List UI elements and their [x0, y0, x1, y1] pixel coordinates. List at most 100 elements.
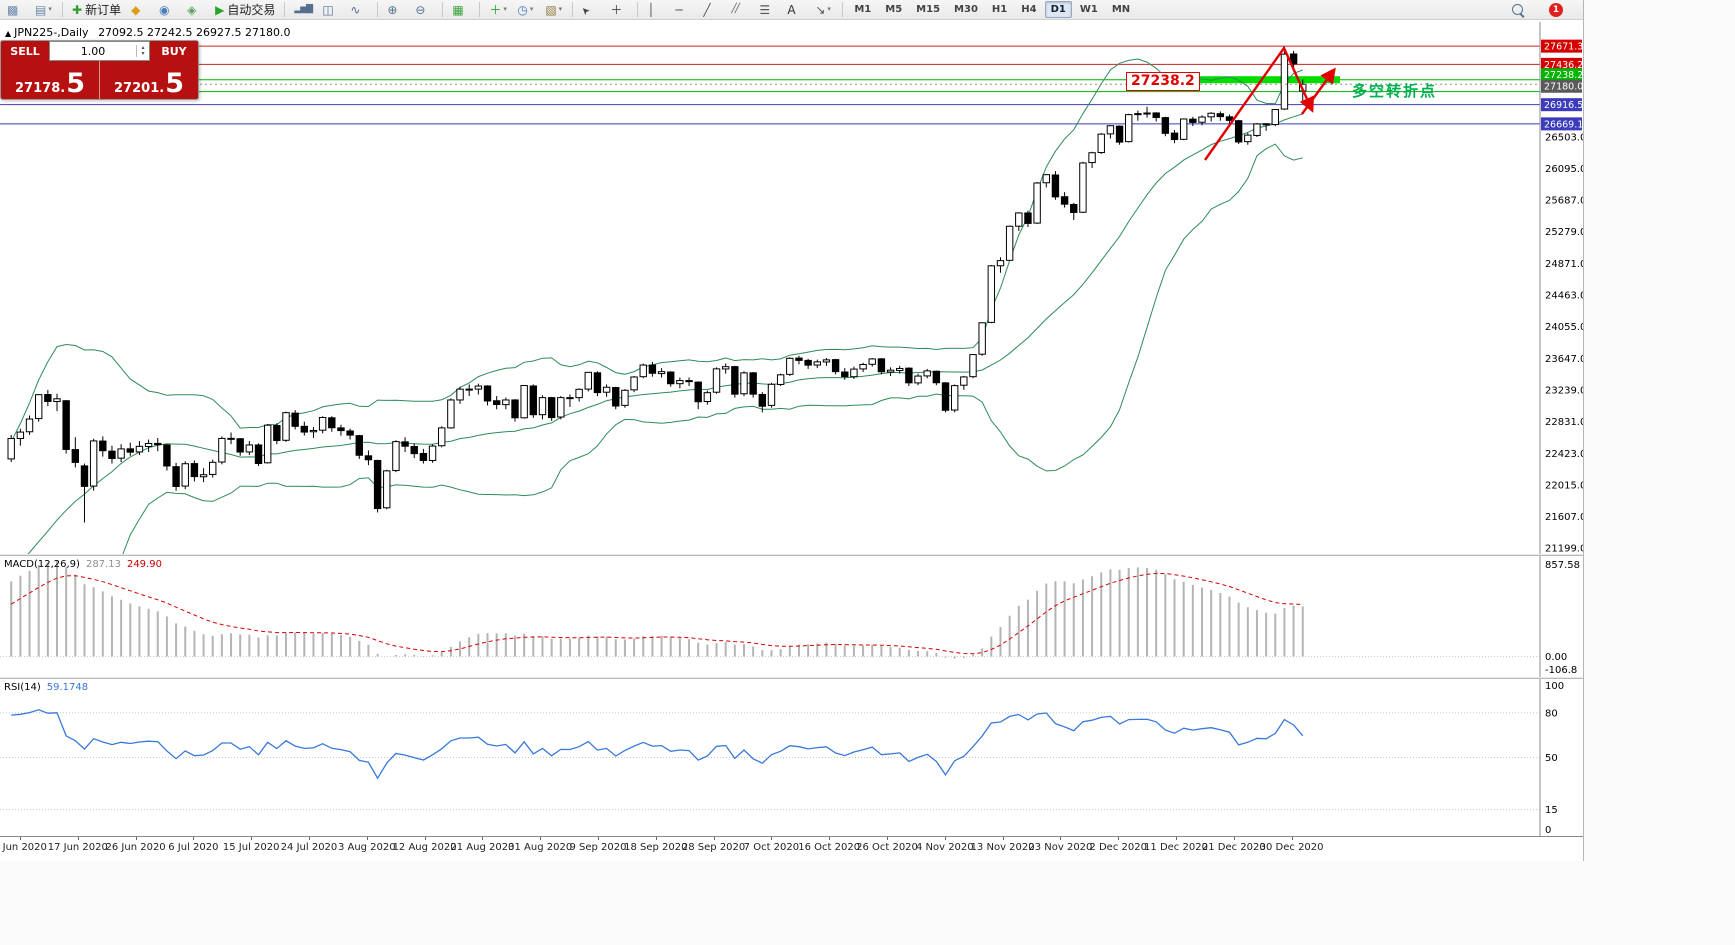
- macd-scale-tick: 857.58: [1545, 560, 1580, 571]
- timeframe-m1[interactable]: M1: [854, 4, 872, 15]
- rsi-scale-tick: 0: [1545, 825, 1551, 836]
- periods-icon[interactable]: ◷ ▾: [517, 2, 534, 17]
- candle: [960, 375, 968, 390]
- candle: [1161, 116, 1170, 137]
- trend-arrow[interactable]: [1301, 67, 1336, 115]
- price-chart[interactable]: 26503.0 26095.0 25687.0 25279.0 24871.0 24463…: [0, 22, 1583, 554]
- notification-badge[interactable]: 1: [1549, 2, 1563, 17]
- candlestick-chart-icon[interactable]: ◫: [322, 2, 334, 17]
- candle: [1106, 125, 1115, 139]
- candle: [740, 371, 748, 397]
- rsi-panel[interactable]: 100 80 50 15 0: [0, 679, 1583, 836]
- one-click-trading-panel[interactable]: SELL 1.00 ▴ ▾ BUY 27178. 5 27201. 5: [0, 40, 199, 100]
- candle: [209, 459, 217, 478]
- timeframe-mn[interactable]: MN: [1111, 4, 1131, 15]
- templates-icon[interactable]: ▧ ▾: [545, 2, 563, 17]
- crosshair-icon[interactable]: ＋: [610, 2, 623, 17]
- price-callout[interactable]: 27238.2: [1126, 72, 1200, 91]
- candle: [776, 373, 785, 386]
- price-label-chip: [1541, 39, 1582, 53]
- sell-price[interactable]: 27178. 5: [1, 61, 100, 99]
- rsi-scale-tick: 50: [1545, 753, 1558, 764]
- timeframe-w1[interactable]: W1: [1079, 4, 1098, 15]
- text-label-icon[interactable]: A: [787, 2, 796, 17]
- cursor-icon[interactable]: ➤: [579, 2, 594, 17]
- timeframe-m5[interactable]: M5: [885, 4, 903, 15]
- data-window-icon[interactable]: ◉: [159, 2, 170, 17]
- candle: [621, 389, 629, 408]
- support-zone[interactable]: [1200, 76, 1340, 84]
- panel-splitter[interactable]: [0, 554, 1583, 557]
- timeframe-m30[interactable]: M30: [954, 4, 978, 15]
- date-label: 28 Sep 2020: [681, 842, 746, 853]
- time-tick: [1176, 837, 1177, 840]
- new-chart-icon[interactable]: ▩: [7, 2, 19, 17]
- candle: [181, 461, 189, 490]
- volume-down-icon[interactable]: ▾: [141, 50, 145, 57]
- timeframe-d1[interactable]: D1: [1044, 1, 1072, 18]
- candle: [566, 394, 574, 407]
- toolbar-separator: [284, 2, 286, 17]
- candle: [950, 384, 959, 413]
- candle: [135, 441, 144, 456]
- candle: [657, 368, 666, 378]
- time-tick: [309, 837, 310, 840]
- equidistant-channel-icon[interactable]: ╱╱: [731, 4, 740, 14]
- line-chart-icon[interactable]: ∿: [350, 2, 361, 17]
- sell-button[interactable]: SELL: [1, 41, 49, 61]
- macd-panel[interactable]: 857.58 0.00 -106.8: [0, 556, 1583, 677]
- timeframe-h4[interactable]: H4: [1021, 4, 1037, 15]
- price-tick: 24055.0: [1545, 322, 1583, 333]
- price-label-text: 27180.0: [1544, 82, 1583, 93]
- arrows-tool-icon[interactable]: ↘ ▾: [815, 2, 831, 17]
- chart-window: 26503.0 26095.0 25687.0 25279.0 24871.0 24463…: [0, 20, 1583, 861]
- buy-button[interactable]: BUY: [150, 41, 198, 61]
- tile-windows-icon[interactable]: ▦: [452, 2, 464, 17]
- bar-chart-icon[interactable]: ▂▅▇: [294, 4, 313, 14]
- bollinger-lower: [122, 143, 1303, 554]
- candle: [245, 441, 254, 456]
- chevron-down-icon: ▾: [827, 5, 831, 13]
- profiles-icon[interactable]: ▤ ▾: [35, 2, 52, 17]
- candle: [117, 444, 125, 463]
- turning-point-note[interactable]: 多空转折点: [1352, 82, 1438, 100]
- fibonacci-icon[interactable]: ☰: [759, 2, 771, 17]
- price-label-chip: [1541, 57, 1582, 71]
- candle: [703, 390, 712, 405]
- zoom-out-icon[interactable]: ⊖: [415, 2, 426, 17]
- candle: [227, 432, 235, 445]
- search-icon[interactable]: [1508, 0, 1534, 19]
- new-order-button[interactable]: ✚ 新订单: [72, 2, 122, 17]
- navigator-icon[interactable]: ◈: [187, 2, 197, 17]
- price-label-text: 27671.3: [1544, 42, 1583, 53]
- trend-arrow[interactable]: [1204, 45, 1314, 161]
- vertical-line-icon[interactable]: │: [647, 2, 655, 17]
- indicators-icon[interactable]: ＋ ▾: [489, 2, 507, 17]
- trendline-icon[interactable]: ╱: [703, 2, 711, 17]
- volume-value[interactable]: 1.00: [80, 44, 106, 58]
- volume-control[interactable]: 1.00 ▴ ▾: [49, 41, 150, 61]
- time-tick: [713, 837, 715, 840]
- timeframe-m15[interactable]: M15: [916, 4, 941, 15]
- candle: [896, 365, 904, 374]
- buy-price[interactable]: 27201. 5: [114, 68, 184, 100]
- candle: [905, 367, 913, 386]
- candle: [355, 434, 363, 459]
- zoom-in-icon[interactable]: ⊕: [387, 2, 398, 17]
- market-watch-icon[interactable]: ◆: [131, 2, 141, 17]
- candle: [648, 361, 657, 377]
- time-tick: [887, 837, 888, 840]
- volume-up-icon[interactable]: ▴: [141, 44, 145, 51]
- candle: [190, 460, 199, 482]
- volume-spinner[interactable]: ▴ ▾: [136, 45, 149, 57]
- macd-signal-value: 249.90: [126, 559, 162, 570]
- autotrading-button[interactable]: ▶ 自动交易: [215, 2, 276, 17]
- date-label: 23 Nov 2020: [1028, 842, 1093, 853]
- date-label: 4 Nov 2020: [915, 842, 974, 853]
- candle: [1262, 123, 1270, 131]
- timeframe-h1[interactable]: H1: [991, 4, 1008, 15]
- horizontal-line-icon[interactable]: ─: [675, 2, 683, 17]
- panel-splitter[interactable]: [0, 677, 1583, 680]
- time-tick: [251, 837, 253, 840]
